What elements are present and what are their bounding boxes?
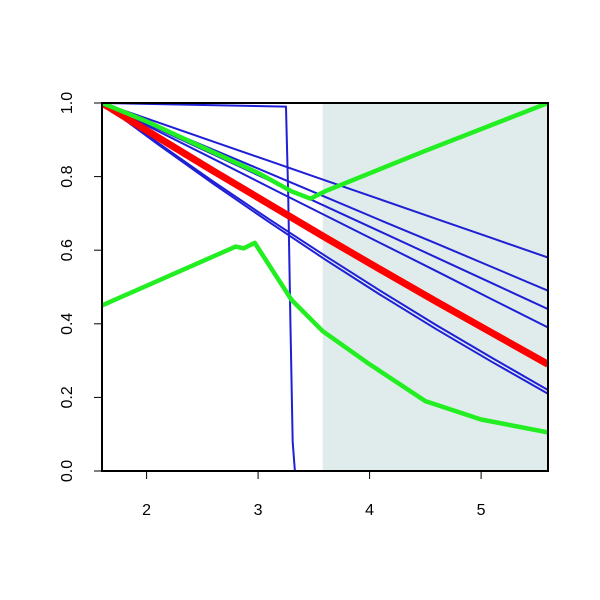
line-series: [102, 103, 548, 201]
line-series: [102, 103, 548, 259]
line-series: [102, 103, 548, 391]
y-tick-label: 0.6: [59, 239, 76, 261]
line-series: [102, 240, 548, 435]
x-tick-label: 5: [477, 502, 486, 519]
line-series: [102, 103, 548, 368]
y-tick-label: 0.8: [59, 165, 76, 187]
y-tick-label: 1.0: [59, 92, 76, 114]
line-series: [102, 103, 548, 471]
shaded-region: [322, 103, 548, 471]
line-series: [102, 103, 548, 395]
x-tick-label: 2: [142, 502, 151, 519]
y-tick-label: 0.4: [59, 313, 76, 335]
plot-frame: [101, 102, 549, 472]
x-tick-label: 4: [365, 502, 374, 519]
line-series: [102, 103, 548, 329]
plot-area: [102, 103, 548, 471]
axes: 2 3 4 5 0.0 0.2 0.4 0.6 0.8 1.0: [59, 92, 485, 519]
x-tick-label: 3: [254, 502, 263, 519]
y-tick-label: 0.0: [59, 460, 76, 482]
y-tick-label: 0.2: [59, 386, 76, 408]
